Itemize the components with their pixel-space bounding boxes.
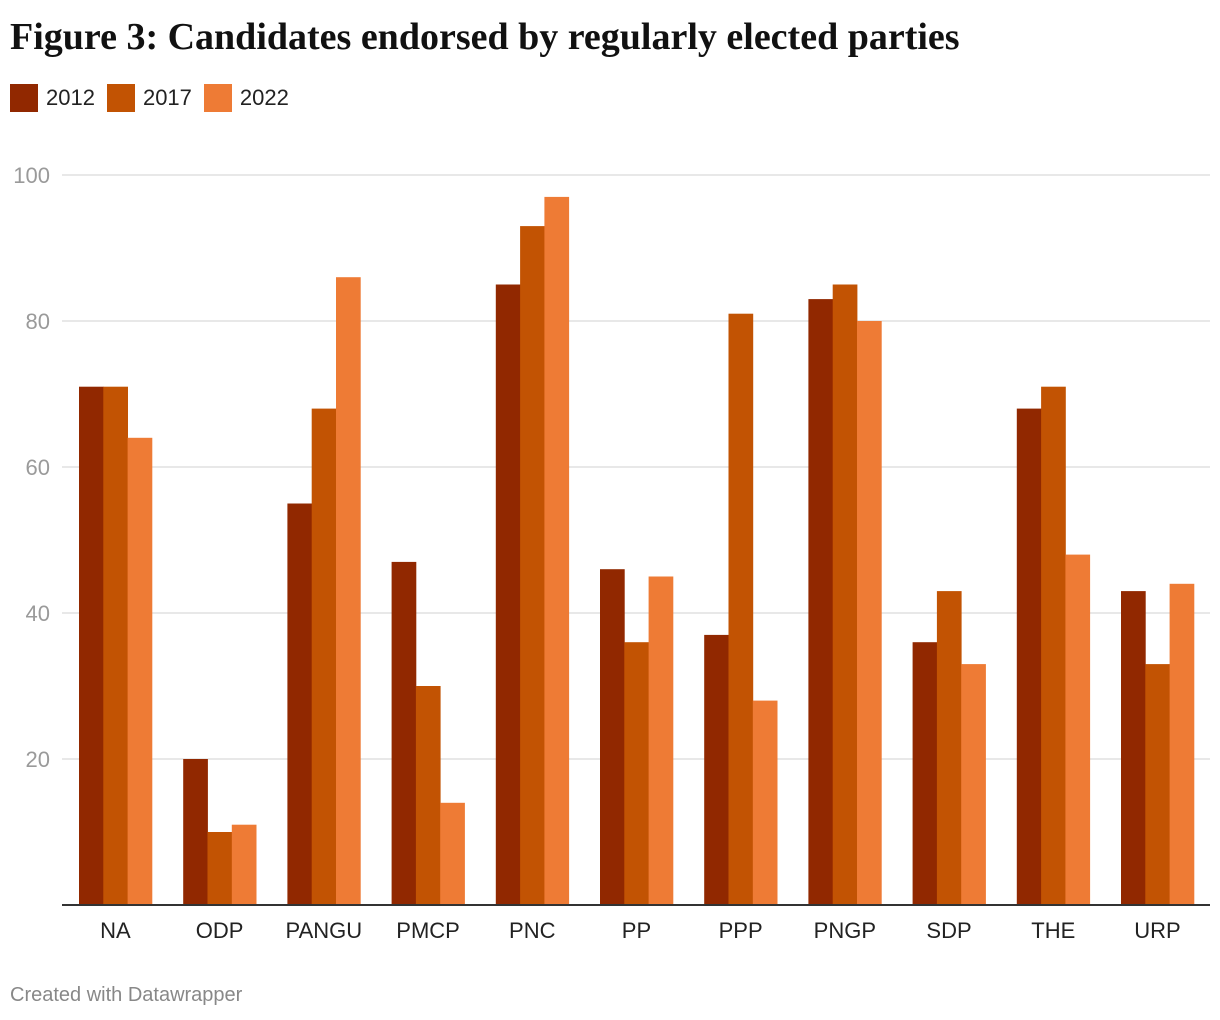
bar-ppp-2012 (704, 634, 729, 905)
chart-title: Figure 3: Candidates endorsed by regular… (10, 16, 960, 58)
bar-pngp-2017 (832, 284, 858, 905)
bar-pp-2017 (624, 642, 649, 905)
y-tick-label-40: 40 (26, 601, 50, 626)
bar-urp-2022 (1169, 583, 1195, 905)
bar-na-2017 (103, 386, 128, 905)
x-tick-label-pp: PP (622, 918, 651, 943)
x-tick-label-pnc: PNC (509, 918, 556, 943)
legend-item-2022: 2022 (203, 84, 289, 112)
bar-pnc-2012 (495, 284, 521, 905)
legend-item-2017: 2017 (106, 84, 192, 112)
bar-na-2012 (79, 386, 104, 905)
y-tick-label-20: 20 (26, 747, 50, 772)
bar-pnc-2022 (544, 196, 570, 905)
legend-swatch-2017 (106, 84, 135, 112)
bar-pngp-2012 (808, 299, 834, 906)
x-tick-label-sdp: SDP (926, 918, 971, 943)
legend-label-2017: 2017 (142, 85, 192, 110)
x-tick-label-urp: URP (1134, 918, 1180, 943)
bar-pmcp-2022 (440, 802, 465, 905)
x-tick-label-pangu: PANGU (286, 918, 363, 943)
bar-pp-2012 (600, 569, 625, 905)
x-tick-label-odp: ODP (196, 918, 244, 943)
bar-ppp-2022 (752, 700, 778, 905)
bar-sdp-2017 (936, 591, 962, 905)
legend-swatch-2022 (203, 84, 232, 112)
bar-ppp-2017 (728, 313, 754, 905)
bar-odp-2017 (207, 832, 233, 905)
y-tick-label-80: 80 (26, 309, 50, 334)
bar-pangu-2017 (311, 408, 337, 905)
bar-urp-2012 (1121, 591, 1146, 905)
bar-pngp-2022 (857, 321, 882, 905)
credit-footer: Created with Datawrapper (10, 984, 243, 1006)
bar-pmcp-2017 (415, 686, 441, 905)
bar-sdp-2012 (912, 642, 938, 905)
bar-the-2022 (1065, 554, 1091, 905)
bar-the-2012 (1016, 408, 1042, 905)
bar-pp-2022 (648, 576, 674, 905)
y-tick-label-60: 60 (26, 455, 50, 480)
bar-pmcp-2012 (391, 561, 417, 905)
x-tick-label-pmcp: PMCP (396, 918, 460, 943)
x-tick-label-ppp: PPP (719, 918, 763, 943)
bar-na-2022 (127, 437, 153, 905)
legend-swatch-2012 (10, 84, 38, 112)
bar-pangu-2012 (287, 503, 313, 905)
bar-sdp-2022 (961, 664, 986, 905)
legend-label-2022: 2022 (239, 85, 289, 110)
y-tick-label-100: 100 (13, 163, 50, 188)
bar-pnc-2017 (520, 226, 545, 906)
bar-odp-2012 (183, 759, 208, 905)
bar-the-2017 (1041, 386, 1066, 905)
legend-item-2012: 2012 (10, 84, 95, 112)
legend: 2012 2017 2022 (10, 84, 301, 112)
bar-pangu-2022 (336, 277, 361, 905)
bar-urp-2017 (1145, 664, 1170, 905)
legend-label-2012: 2012 (46, 85, 95, 110)
x-tick-label-the: THE (1031, 918, 1075, 943)
bar-odp-2022 (231, 824, 257, 905)
x-tick-label-na: NA (100, 918, 131, 943)
x-tick-label-pngp: PNGP (814, 918, 876, 943)
